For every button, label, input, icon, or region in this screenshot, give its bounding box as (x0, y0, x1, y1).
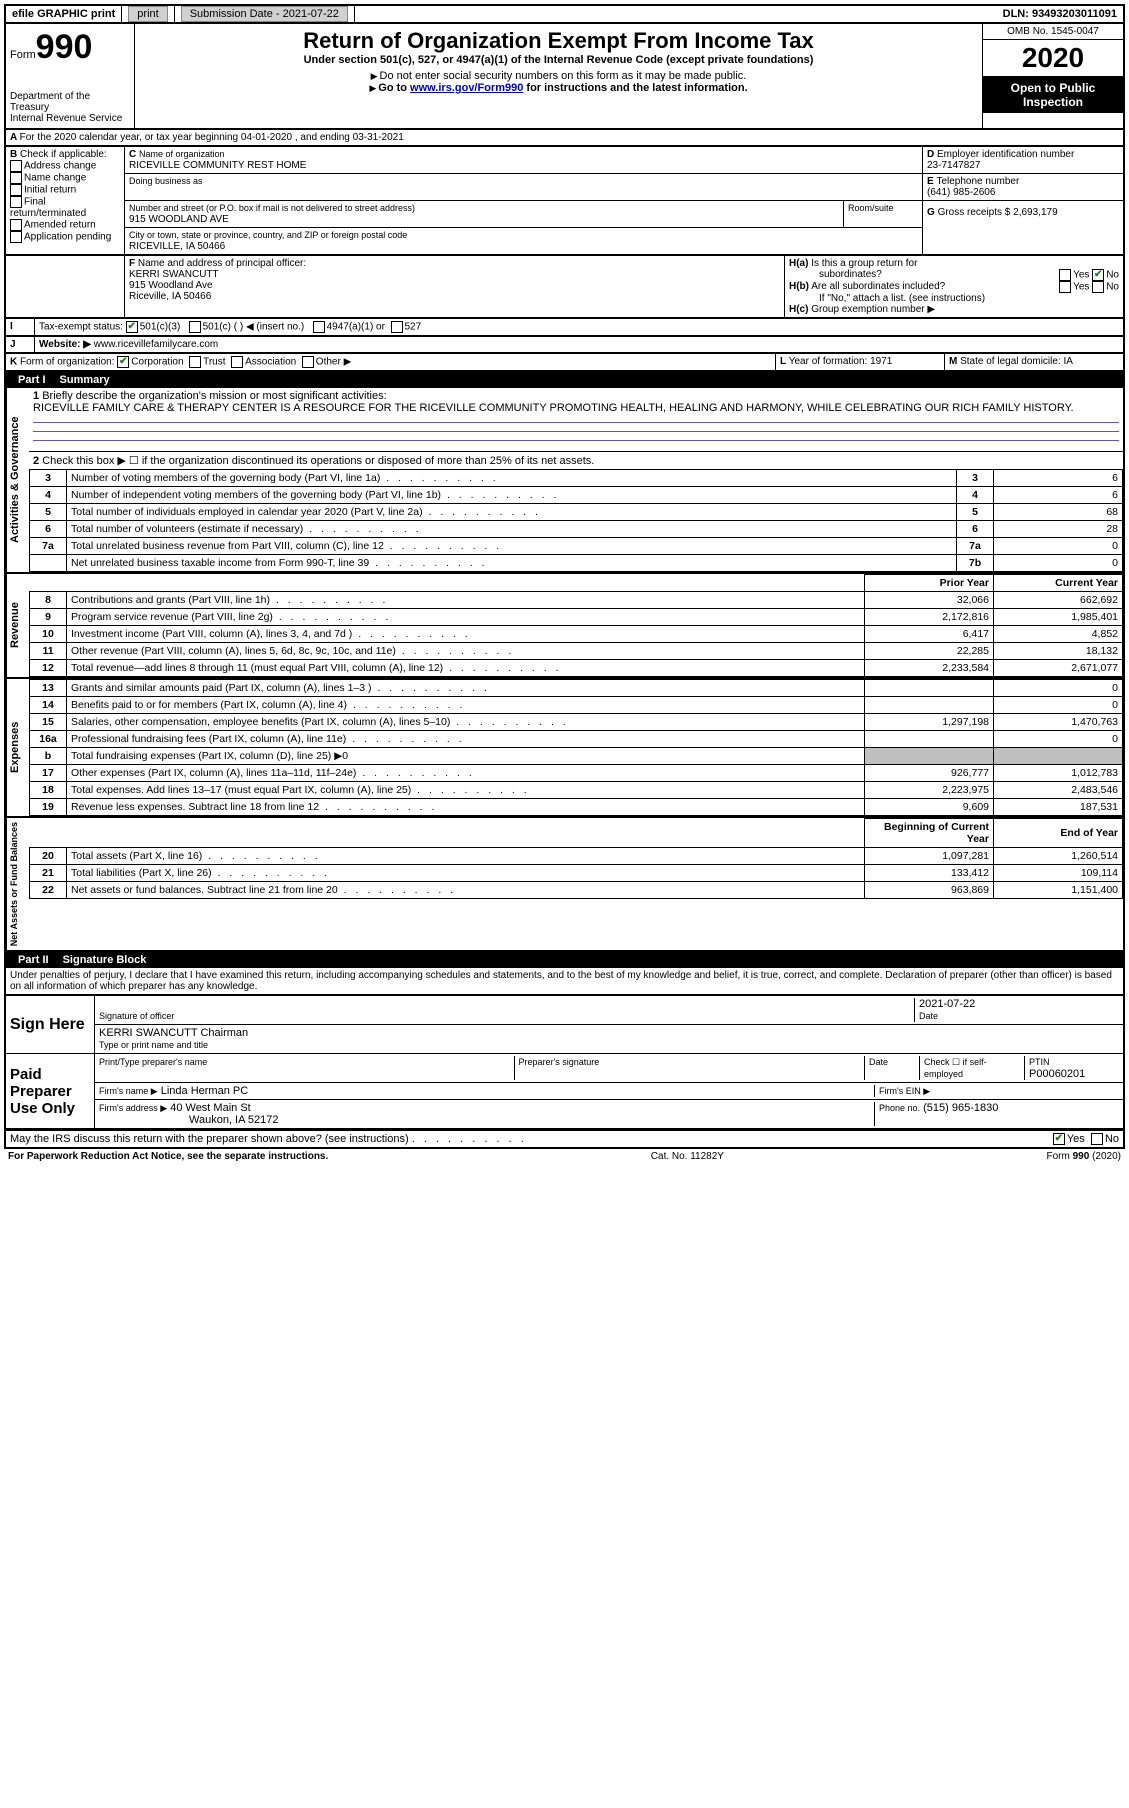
org-name: RICEVILLE COMMUNITY REST HOME (129, 160, 306, 171)
top-bar: efile GRAPHIC print print Submission Dat… (4, 4, 1125, 24)
ein: 23-7147827 (927, 160, 980, 171)
public-inspection: Open to Public Inspection (983, 77, 1123, 113)
period-line: A For the 2020 calendar year, or tax yea… (4, 130, 1125, 147)
note-goto-post: for instructions and the latest informat… (523, 82, 747, 94)
phone: (641) 985-2606 (927, 187, 995, 198)
efile-label: efile GRAPHIC print (6, 6, 122, 22)
website: www.ricevillefamilycare.com (94, 339, 218, 350)
perjury-text: Under penalties of perjury, I declare th… (4, 968, 1125, 996)
part1-header: Part I Summary (4, 372, 1125, 388)
signature-block: Sign Here Signature of officer 2021-07-2… (4, 996, 1125, 1131)
paid-preparer: Paid Preparer Use Only (6, 1054, 95, 1128)
website-row: J Website: ▶ www.ricevillefamilycare.com (4, 337, 1125, 354)
form-word: Form (10, 49, 36, 61)
vert-expenses: Expenses (6, 679, 29, 816)
expenses-block: Expenses 13Grants and similar amounts pa… (4, 679, 1125, 818)
vert-activities: Activities & Governance (6, 388, 29, 572)
net-assets-block: Net Assets or Fund Balances Beginning of… (4, 818, 1125, 952)
irs-label: Internal Revenue Service (10, 113, 130, 124)
revenue-block: Revenue Prior YearCurrent Year8Contribut… (4, 574, 1125, 679)
dept-treasury: Department of the Treasury (10, 91, 130, 113)
org-city: RICEVILLE, IA 50466 (129, 241, 225, 252)
note-ssn: Do not enter social security numbers on … (380, 70, 747, 82)
form-subtitle: Under section 501(c), 527, or 4947(a)(1)… (139, 54, 978, 66)
form-title: Return of Organization Exempt From Incom… (139, 28, 978, 54)
expenses-table: 13Grants and similar amounts paid (Part … (29, 679, 1123, 816)
part2-header: Part II Signature Block (4, 952, 1125, 968)
tax-status-row: I Tax-exempt status: 501(c)(3) 501(c) ( … (4, 319, 1125, 337)
form-number: 990 (36, 28, 93, 66)
dln: DLN: 93493203011091 (997, 6, 1123, 22)
note-goto-pre: Go to (378, 82, 410, 94)
officer-name: KERRI SWANCUTT (129, 269, 219, 280)
org-form-row: K Form of organization: Corporation Trus… (4, 354, 1125, 372)
entity-block: B Check if applicable: Address change Na… (4, 147, 1125, 256)
sign-here: Sign Here (6, 996, 95, 1053)
check-applicable: Check if applicable: (20, 149, 107, 160)
mission-text: RICEVILLE FAMILY CARE & THERAPY CENTER I… (33, 402, 1074, 414)
org-address: 915 WOODLAND AVE (129, 214, 229, 225)
omb-number: OMB No. 1545-0047 (983, 24, 1123, 40)
vert-net: Net Assets or Fund Balances (6, 818, 29, 950)
gross-receipts: 2,693,179 (1013, 207, 1058, 218)
part1-body: Activities & Governance 1 Briefly descri… (4, 388, 1125, 574)
print-button[interactable]: print (122, 6, 174, 22)
tax-year: 2020 (983, 40, 1123, 77)
form990-link[interactable]: www.irs.gov/Form990 (410, 82, 523, 94)
submission-date: Submission Date - 2021-07-22 (175, 6, 355, 22)
revenue-table: Prior YearCurrent Year8Contributions and… (29, 574, 1123, 677)
governance-table: 3Number of voting members of the governi… (29, 469, 1123, 572)
vert-revenue: Revenue (6, 574, 29, 677)
net-assets-table: Beginning of Current YearEnd of Year20To… (29, 818, 1123, 899)
discuss-row: May the IRS discuss this return with the… (4, 1131, 1125, 1149)
officer-sig-name: KERRI SWANCUTT Chairman (99, 1027, 248, 1039)
form-header: Form990 Department of the Treasury Inter… (4, 24, 1125, 130)
footer: For Paperwork Reduction Act Notice, see … (4, 1149, 1125, 1164)
officer-block: F Name and address of principal officer:… (4, 256, 1125, 319)
